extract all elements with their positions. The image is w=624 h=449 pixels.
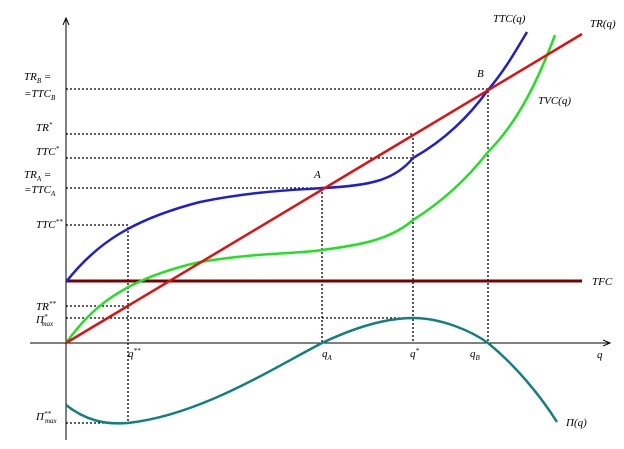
x-label: q* — [410, 347, 420, 360]
y-label-sub: A — [50, 190, 56, 198]
x-label-text: q — [410, 348, 416, 360]
y-label-text: Π — [35, 411, 45, 423]
x-label-text: q — [322, 348, 328, 360]
profit-label: Π(q) — [565, 417, 587, 429]
x-label-text: q — [470, 348, 476, 360]
y-label: TRB = — [24, 71, 51, 85]
y-label-sub: B — [37, 77, 42, 85]
y-label-text: TR — [24, 169, 37, 181]
y-label-sup: * — [49, 121, 53, 129]
y-label-after: = — [41, 169, 51, 181]
y-label-text: TR — [24, 71, 37, 83]
tvc-curve — [64, 34, 557, 344]
y-label: TTC* — [36, 145, 60, 158]
profit-curve — [65, 316, 559, 425]
point-a: A — [313, 169, 321, 181]
x-label-sub: A — [327, 354, 333, 362]
y-label: TR* — [36, 121, 53, 134]
y-label-text: TR — [36, 301, 49, 313]
y-label-sup: * — [56, 145, 60, 153]
y-label-sub: B — [51, 94, 56, 102]
tr-curve — [65, 32, 583, 345]
y-label-text: =TTC — [24, 184, 52, 196]
y-label-sup: ** — [44, 410, 52, 418]
x-label-sup: ** — [134, 347, 142, 355]
x-axis-label: q — [597, 349, 603, 361]
y-label: =TTCB — [24, 88, 56, 102]
y-label-sub: max — [45, 417, 58, 425]
x-label: qB — [470, 348, 481, 362]
y-label-text: =TTC — [24, 88, 52, 100]
ttc-curve — [65, 31, 529, 283]
y-label-text: Π — [35, 314, 45, 326]
y-label-sub: max — [41, 320, 54, 328]
y-label-sup: ** — [56, 218, 64, 226]
tr-label: TR(q) — [590, 18, 616, 30]
y-label: TTC** — [36, 218, 63, 231]
x-label-sub: B — [476, 354, 481, 362]
x-label-text: q — [128, 348, 134, 360]
y-label: Π** max — [35, 410, 58, 425]
x-label: qA — [322, 348, 333, 362]
y-label-sup: * — [44, 313, 48, 321]
x-label: q** — [128, 347, 141, 360]
x-label-sup: * — [416, 347, 420, 355]
labels: TTC(q) TR(q) TVC(q) TFC Π(q) q A B q** qA… — [24, 13, 616, 429]
tvc-label: TVC(q) — [538, 95, 571, 107]
y-label: TR** — [36, 300, 56, 313]
y-label-text: TTC — [36, 219, 56, 231]
y-label-after: = — [41, 71, 51, 83]
y-label: =TTCA — [24, 184, 56, 198]
y-label: Π* max — [35, 313, 54, 328]
y-label-sup: ** — [49, 300, 57, 308]
guides — [66, 88, 489, 424]
y-label-text: TR — [36, 122, 49, 134]
y-label-text: TTC — [36, 146, 56, 158]
tfc-label: TFC — [592, 276, 613, 288]
point-b: B — [477, 68, 484, 80]
y-label: TRA = — [24, 169, 51, 183]
y-label-sub: A — [36, 175, 42, 183]
ttc-label: TTC(q) — [493, 13, 526, 25]
